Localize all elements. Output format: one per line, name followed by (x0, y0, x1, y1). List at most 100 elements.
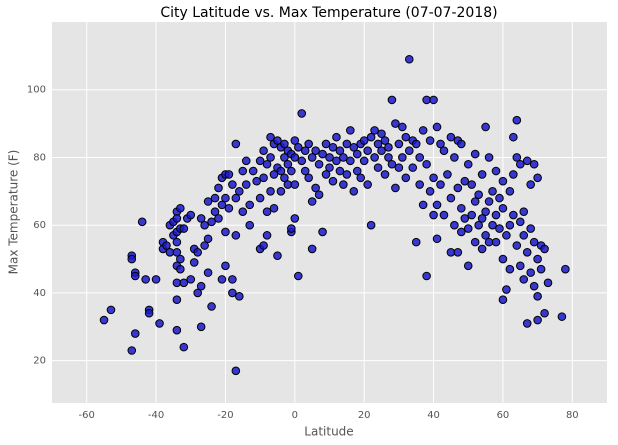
point (293, 271, 303, 281)
point (509, 170, 518, 179)
x-tick-label: 0 (292, 410, 298, 421)
point (439, 210, 449, 220)
point (231, 231, 241, 240)
point (162, 241, 171, 250)
point (221, 227, 230, 237)
point (477, 170, 487, 179)
point (238, 207, 248, 216)
point (262, 207, 272, 216)
point (189, 258, 199, 267)
point (463, 159, 473, 169)
point (193, 247, 202, 257)
point (418, 200, 428, 210)
point (387, 159, 397, 169)
point (325, 163, 334, 172)
point (238, 166, 248, 176)
point (349, 187, 359, 196)
y-tick-label: 100 (27, 85, 46, 96)
point (214, 183, 223, 193)
point (172, 325, 182, 335)
point (526, 180, 535, 189)
x-tick-label: 40 (427, 410, 440, 421)
point (359, 136, 369, 145)
point (266, 132, 275, 142)
point (536, 264, 546, 274)
point (151, 275, 161, 284)
point (533, 254, 542, 264)
point (529, 159, 539, 169)
point (106, 305, 116, 315)
point (422, 271, 431, 281)
point (363, 146, 372, 155)
point (176, 254, 185, 264)
point (446, 132, 456, 142)
point (481, 207, 490, 216)
point (561, 264, 570, 274)
point (404, 146, 414, 155)
point (231, 139, 241, 149)
point (276, 166, 286, 176)
point (290, 153, 300, 162)
point (488, 220, 497, 230)
point (359, 156, 369, 166)
point (363, 180, 372, 189)
point (346, 156, 355, 166)
point (196, 322, 206, 332)
point (401, 173, 411, 183)
point (318, 149, 327, 159)
point (144, 308, 154, 318)
point (529, 237, 539, 247)
point (481, 122, 490, 132)
point (300, 146, 310, 155)
y-tick-label: 60 (33, 220, 46, 231)
point (498, 203, 508, 213)
point (370, 153, 379, 162)
point (377, 129, 386, 139)
point (533, 315, 542, 325)
point (470, 237, 480, 247)
point (505, 264, 515, 274)
point (439, 146, 449, 155)
point (512, 153, 522, 162)
point (332, 156, 341, 166)
point (141, 275, 150, 284)
point (224, 170, 234, 179)
point (259, 241, 268, 250)
point (176, 264, 185, 274)
point (491, 166, 501, 176)
x-tick-label: -40 (148, 410, 164, 421)
point (415, 153, 424, 162)
point (394, 163, 404, 172)
point (463, 224, 473, 233)
point (311, 146, 320, 155)
point (172, 214, 182, 223)
point (307, 197, 317, 206)
point (543, 278, 553, 288)
point (495, 224, 504, 233)
point (130, 329, 140, 338)
point (280, 153, 289, 162)
point (429, 95, 438, 105)
point (384, 143, 393, 152)
point (509, 210, 518, 220)
point (203, 234, 213, 244)
point (394, 139, 404, 149)
point (137, 217, 147, 227)
point (404, 54, 414, 64)
point (273, 136, 282, 145)
point (346, 126, 355, 135)
point (387, 95, 397, 105)
point (304, 173, 313, 183)
point (269, 203, 279, 213)
point (432, 234, 442, 244)
point (259, 146, 268, 155)
x-tick-label: 80 (566, 410, 579, 421)
point (432, 200, 442, 210)
point (297, 156, 307, 166)
point (380, 170, 390, 179)
point (453, 247, 463, 257)
point (179, 224, 189, 233)
point (505, 187, 515, 196)
point (418, 126, 428, 135)
point (130, 271, 140, 281)
